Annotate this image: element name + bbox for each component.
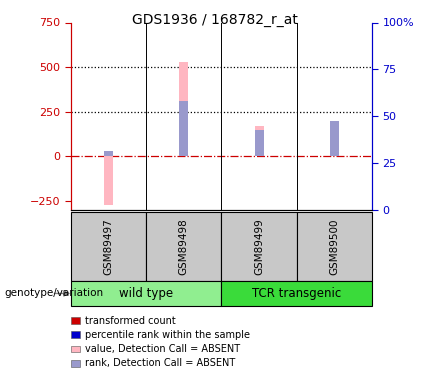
Text: TCR transgenic: TCR transgenic: [252, 287, 341, 300]
Text: value, Detection Call = ABSENT: value, Detection Call = ABSENT: [85, 344, 240, 354]
Bar: [179, 101, 188, 156]
Text: GSM89498: GSM89498: [179, 218, 189, 275]
Bar: [104, 156, 113, 205]
Bar: [221, 281, 372, 306]
Bar: [255, 130, 264, 156]
Text: percentile rank within the sample: percentile rank within the sample: [85, 330, 250, 340]
Bar: [330, 121, 339, 156]
Bar: [255, 126, 264, 156]
Bar: [297, 212, 372, 281]
Text: rank, Detection Call = ABSENT: rank, Detection Call = ABSENT: [85, 358, 235, 368]
Text: GSM89499: GSM89499: [254, 218, 264, 275]
Bar: [179, 62, 188, 156]
Text: GSM89497: GSM89497: [104, 218, 114, 275]
Text: genotype/variation: genotype/variation: [4, 288, 104, 298]
Text: GSM89500: GSM89500: [329, 218, 339, 275]
Bar: [104, 151, 113, 156]
Bar: [221, 212, 297, 281]
Bar: [330, 121, 339, 156]
Bar: [71, 281, 221, 306]
Bar: [146, 212, 221, 281]
Text: wild type: wild type: [119, 287, 173, 300]
Bar: [71, 212, 146, 281]
Text: transformed count: transformed count: [85, 315, 175, 326]
Text: GDS1936 / 168782_r_at: GDS1936 / 168782_r_at: [132, 13, 298, 27]
